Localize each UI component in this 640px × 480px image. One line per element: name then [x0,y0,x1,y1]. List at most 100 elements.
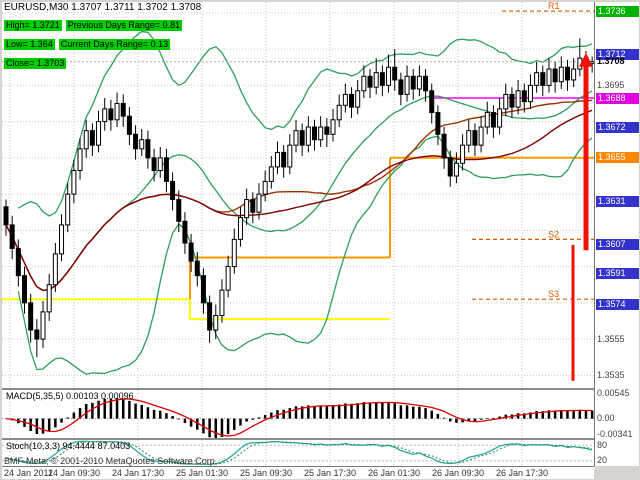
macd-axis-label--0.00341: -0.00341 [597,429,633,439]
candle-body [15,247,21,277]
price-axis-label-1.3535: 1.3535 [597,370,625,380]
stoch-signal-line [5,440,593,465]
candle-body [509,93,515,108]
candle-body [108,108,114,121]
candle-body [521,90,527,103]
candle-body [293,130,299,146]
bollinger-upper-band [17,30,593,217]
candle-body [312,126,317,141]
candle-body [453,162,459,177]
candle-body [145,139,151,159]
time-axis-label: 25 Jan 01:30 [176,468,229,478]
candle-body [83,130,89,150]
time-axis-label: 26 Jan 01:30 [368,468,421,478]
pivot-r1-label: R1 [548,2,560,11]
candle-body [46,284,52,313]
candle-body [157,157,163,172]
macd-axis-label-0.00545: 0.00545 [597,388,630,398]
candle-body [336,104,342,121]
candle-body [546,68,552,86]
candle-body [540,72,546,86]
candle-body [478,126,484,146]
pivot-s3-label: S3 [548,289,559,299]
candle-body [447,157,453,177]
candle-body [71,170,77,195]
current-days-range-chip: Current Days Range= 0.13 [58,39,171,50]
candle-body [330,119,336,135]
candle-body [281,151,287,168]
candle-body [96,121,102,146]
macd-indicator-panel[interactable]: MACD(5,35,5) 0.00103 0.00096 [2,390,594,438]
candle-body [299,130,305,146]
candle-body [515,90,521,108]
candle-body [133,133,139,150]
candle-body [342,93,348,106]
time-axis-label: 24 Jan 17:30 [112,468,165,478]
price-axis-label-1.3574: 1.3574 [596,299,639,310]
candle-body [490,112,496,128]
candle-body [274,151,280,168]
candle-body [3,206,9,226]
candle-body [367,75,373,88]
stoch-axis-label-80: 80 [597,440,608,450]
candle-body [9,224,15,249]
price-axis-label-1.3607: 1.3607 [596,239,639,250]
stats-row-3: Close= 1.3703 [4,53,201,71]
candle-body [558,66,564,83]
price-chart-canvas[interactable]: R1 S2 S3 [2,2,594,388]
moving-average-fast-line [5,99,593,292]
candle-body [534,72,540,86]
close-stat-chip: Close= 1.3703 [4,58,67,69]
candle-body [188,242,194,262]
yellow-day-level-step-line[interactable] [2,298,390,321]
copyright-text: BMF-Meta; © 2001-2010 MetaQuotes Softwar… [4,456,218,466]
candle-body [182,220,188,244]
stochastic-indicator-label: Stoch(10,3,3) 94.4444 87.0403 [6,441,131,451]
candle-body [40,311,46,340]
candle-body [552,68,558,83]
time-axis-label: 25 Jan 17:30 [304,468,357,478]
time-axis-label: 24 Jan 2011 [4,468,53,478]
red-up-arrow-head[interactable] [579,52,593,67]
candle-body [77,148,83,172]
candle-body [65,193,71,226]
symbol-ohlc-line: EURUSD,M30 1.3707 1.3711 1.3702 1.3708 [4,2,202,13]
price-axis-label-1.3695: 1.3695 [597,80,625,90]
candle-body [564,66,570,81]
stochastic-indicator-panel[interactable]: Stoch(10,3,3) 94.4444 87.0403 [2,440,594,466]
macd-canvas[interactable] [2,390,594,438]
candle-body [392,66,398,81]
time-axis-label: 26 Jan 09:30 [432,468,485,478]
moving-average-slow-line [5,109,593,292]
time-axis[interactable]: 24 Jan 2011 24 Jan 09:30 24 Jan 17:30 25 Ja… [2,466,594,479]
price-axis-label-1.3708: 1.3708 [597,56,625,66]
candle-body [361,75,367,92]
candle-body [59,224,65,255]
price-axis[interactable]: 1.3736 1.3712 1.3708 1.3695 1.3688 1.3672 1.36… [594,2,639,466]
stoch-axis-label-20: 20 [597,455,608,465]
panel-separator-1[interactable] [2,388,638,390]
candle-body [28,302,34,331]
stochastic-canvas[interactable] [2,440,594,466]
price-axis-label-1.3672: 1.3672 [596,122,639,133]
candle-body [404,75,410,95]
candle-body [305,126,311,146]
price-axis-label-1.3736: 1.3736 [596,6,639,17]
candle-body [484,112,490,128]
panel-separator-2[interactable] [2,438,638,440]
price-chart-panel[interactable]: R1 S2 S3 [2,2,594,388]
prev-days-range-chip: Previous Days Range= 0.81 [65,20,183,31]
macd-indicator-label: MACD(5,35,5) 0.00103 0.00096 [6,391,134,401]
candle-body [416,75,422,90]
candle-body [441,133,447,159]
candles-series [3,38,594,358]
pivot-s2-label: S2 [548,229,559,239]
candle-body [571,68,577,81]
candle-body [114,102,120,121]
candle-body [200,275,206,304]
candle-body [194,260,200,277]
candle-body [120,102,126,117]
high-stat-chip: High= 1.3721 [4,20,62,31]
candle-body [373,72,379,88]
